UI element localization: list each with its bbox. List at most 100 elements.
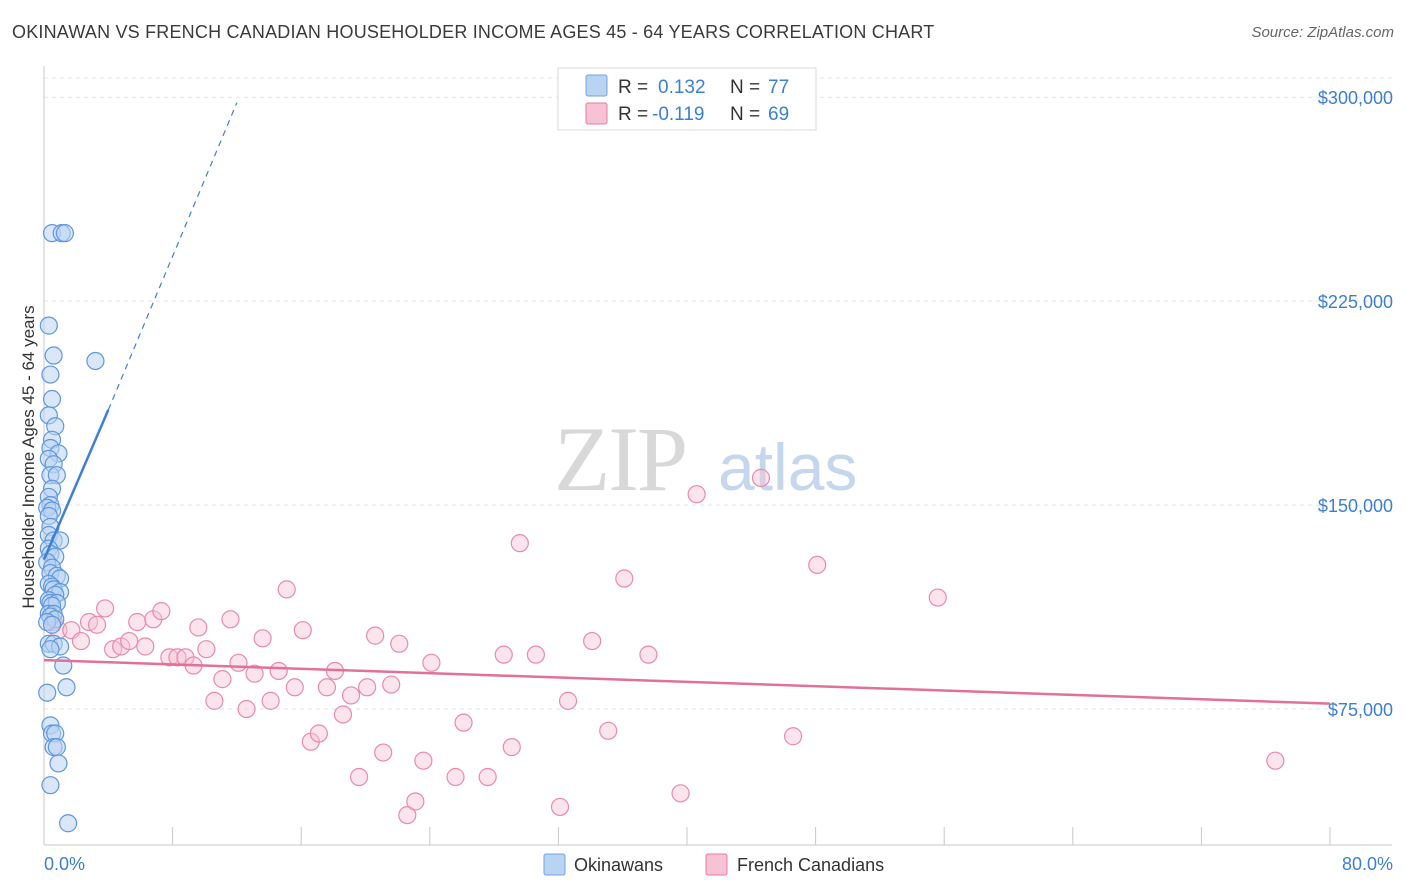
legend-bottom-french-canadians: French Canadians bbox=[737, 855, 884, 875]
y-axis-label: Householder Income Ages 45 - 64 years bbox=[19, 305, 38, 608]
point-french-canadians bbox=[639, 645, 658, 664]
point-french-canadians bbox=[309, 724, 328, 743]
point-french-canadians bbox=[253, 629, 272, 648]
point-french-canadians bbox=[446, 767, 465, 787]
point-french-canadians bbox=[197, 640, 216, 659]
legend-bottom-okinawans: Okinawans bbox=[574, 855, 663, 875]
point-french-canadians bbox=[245, 664, 264, 683]
tick-labels: $75,000 $150,000 $225,000 $300,000 0.0% 80.0% bbox=[44, 88, 1393, 874]
point-okinawans bbox=[41, 365, 60, 384]
legend-r-okinawans: 0.132 bbox=[658, 77, 706, 98]
point-french-canadians bbox=[205, 691, 224, 710]
point-french-canadians bbox=[422, 653, 441, 672]
legend-r-label: R = bbox=[618, 77, 648, 98]
point-french-canadians bbox=[687, 485, 706, 504]
chart-title: OKINAWAN VS FRENCH CANADIAN HOUSEHOLDER … bbox=[12, 22, 935, 42]
point-french-canadians bbox=[398, 805, 417, 825]
point-french-canadians bbox=[510, 534, 529, 553]
watermark-atlas: atlas bbox=[718, 430, 857, 504]
source-label: Source: ZipAtlas.com bbox=[1251, 24, 1394, 41]
point-french-canadians bbox=[269, 661, 288, 681]
y-tick-label: $150,000 bbox=[1318, 496, 1393, 516]
point-french-canadians bbox=[366, 626, 385, 645]
y-tick-label: $225,000 bbox=[1318, 292, 1393, 312]
legend-r-french-canadians: -0.119 bbox=[652, 104, 704, 125]
point-french-canadians bbox=[526, 645, 545, 664]
point-french-canadians bbox=[261, 691, 280, 710]
point-french-canadians bbox=[808, 555, 827, 575]
point-french-canadians bbox=[237, 699, 256, 719]
trend-okinawans bbox=[42, 409, 110, 560]
point-okinawans bbox=[41, 640, 60, 659]
legend-top: R = 0.132 N = 77 R = -0.119 N = 69 bbox=[557, 67, 817, 131]
trend-okinawans-extension bbox=[107, 102, 238, 411]
point-french-canadians bbox=[550, 797, 570, 817]
point-french-canadians bbox=[583, 631, 602, 651]
legend-n-french-canadians: 69 bbox=[768, 104, 789, 125]
point-french-canadians bbox=[120, 631, 139, 651]
point-okinawans bbox=[59, 814, 78, 833]
legend-n-label-2: N = bbox=[730, 104, 760, 125]
point-french-canadians bbox=[87, 615, 107, 634]
point-french-canadians bbox=[317, 678, 337, 697]
point-french-canadians bbox=[374, 743, 393, 762]
point-french-canadians bbox=[358, 678, 377, 697]
legend-n-okinawans: 77 bbox=[768, 77, 789, 98]
point-french-canadians bbox=[454, 713, 473, 732]
watermark-zip: ZIP bbox=[554, 408, 686, 510]
point-french-canadians bbox=[406, 792, 425, 811]
point-french-canadians bbox=[71, 631, 91, 651]
point-french-canadians bbox=[1266, 751, 1285, 770]
point-french-canadians bbox=[615, 569, 634, 588]
legend-r-label-2: R = bbox=[618, 104, 648, 125]
legend-bottom-swatch-okinawans bbox=[543, 853, 566, 876]
x-tick-label: 80.0% bbox=[1342, 854, 1393, 874]
point-french-canadians bbox=[189, 618, 208, 637]
point-okinawans bbox=[39, 316, 58, 335]
point-french-canadians bbox=[152, 602, 171, 621]
point-french-canadians bbox=[285, 678, 304, 697]
point-okinawans bbox=[42, 615, 62, 634]
point-french-canadians bbox=[341, 686, 361, 705]
point-french-canadians bbox=[277, 580, 296, 599]
point-french-canadians bbox=[599, 721, 618, 740]
point-okinawans bbox=[86, 351, 105, 371]
gridlines bbox=[44, 77, 1392, 710]
legend-swatch-french-canadians bbox=[585, 102, 608, 125]
point-french-canadians bbox=[95, 599, 115, 618]
trend-french-canadians bbox=[43, 658, 1331, 705]
point-french-canadians bbox=[136, 637, 155, 656]
point-okinawans bbox=[57, 678, 76, 697]
series-french-canadians bbox=[44, 468, 1285, 825]
legend-swatch-okinawans bbox=[585, 74, 608, 97]
point-okinawans bbox=[47, 738, 66, 757]
y-tick-label: $300,000 bbox=[1318, 88, 1393, 108]
point-french-canadians bbox=[349, 767, 369, 787]
legend-n-label: N = bbox=[730, 77, 760, 98]
point-french-canadians bbox=[333, 705, 353, 724]
y-tick-label: $75,000 bbox=[1328, 700, 1393, 720]
point-french-canadians bbox=[414, 751, 433, 770]
point-french-canadians bbox=[478, 767, 497, 787]
legend-bottom-swatch-french-canadians bbox=[705, 853, 728, 876]
point-french-canadians bbox=[671, 784, 690, 803]
point-okinawans bbox=[49, 754, 68, 773]
point-french-canadians bbox=[558, 691, 578, 710]
point-french-canadians bbox=[751, 468, 771, 487]
point-okinawans bbox=[38, 683, 57, 702]
point-french-canadians bbox=[928, 588, 947, 607]
point-french-canadians bbox=[382, 675, 401, 694]
series-okinawans bbox=[38, 224, 105, 833]
point-french-canadians bbox=[221, 610, 240, 629]
point-okinawans bbox=[42, 389, 62, 409]
point-french-canadians bbox=[783, 727, 803, 746]
point-french-canadians bbox=[293, 621, 312, 640]
point-french-canadians bbox=[494, 645, 513, 664]
x-tick-label: 0.0% bbox=[44, 854, 85, 874]
point-okinawans bbox=[55, 224, 74, 243]
point-french-canadians bbox=[390, 634, 409, 653]
point-okinawans bbox=[41, 776, 60, 795]
trend-lines bbox=[42, 102, 1331, 705]
point-french-canadians bbox=[213, 670, 232, 689]
